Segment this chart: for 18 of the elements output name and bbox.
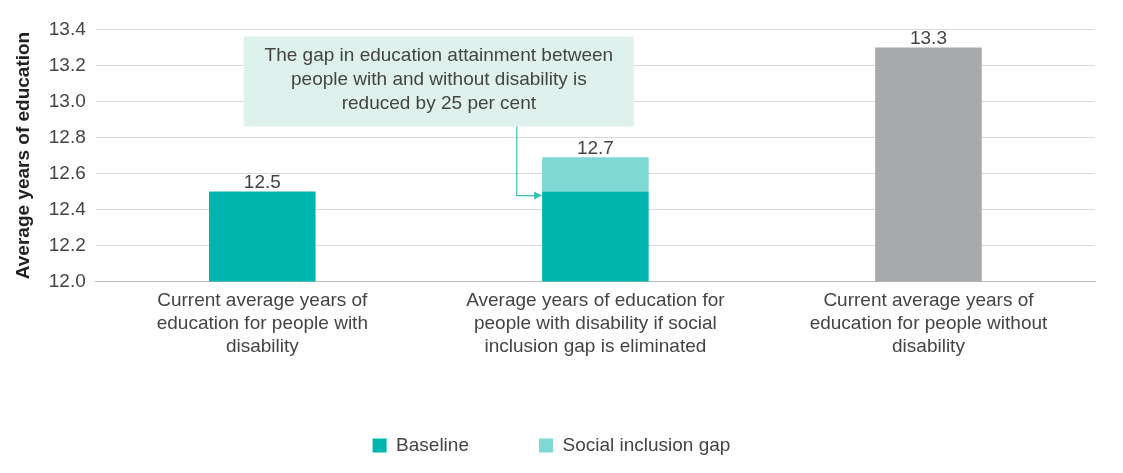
annotation: The gap in education attainment between people with and without disability is reduced by 25 per cent — [264, 44, 614, 114]
legend-label: Baseline — [396, 433, 469, 455]
y-tick-label: 12.8 — [48, 125, 86, 147]
y-tick-label: 13.0 — [48, 89, 86, 111]
y-tick-label: 13.4 — [48, 17, 87, 39]
y-tick-label: 12.6 — [48, 161, 86, 183]
total-label: 12.7 — [576, 137, 614, 159]
x-tick-label: Current average years of education for people without disability — [809, 289, 1049, 356]
x-tick-label: Average years of education for people with disability if social inclusion gap is eliminated — [466, 289, 726, 356]
total-label: 13.3 — [909, 27, 947, 49]
total-label: 12.5 — [243, 171, 281, 193]
x-tick-label: Current average years of education for people with disability — [156, 289, 369, 356]
y-axis-title: Average years of education — [11, 31, 33, 280]
y-tick-label: 12.4 — [48, 197, 87, 219]
legend-label: Social inclusion gap — [562, 433, 731, 455]
y-tick-label: 13.2 — [48, 53, 86, 75]
y-tick-label: 12.0 — [48, 269, 86, 291]
y-tick-label: 12.2 — [48, 233, 86, 255]
